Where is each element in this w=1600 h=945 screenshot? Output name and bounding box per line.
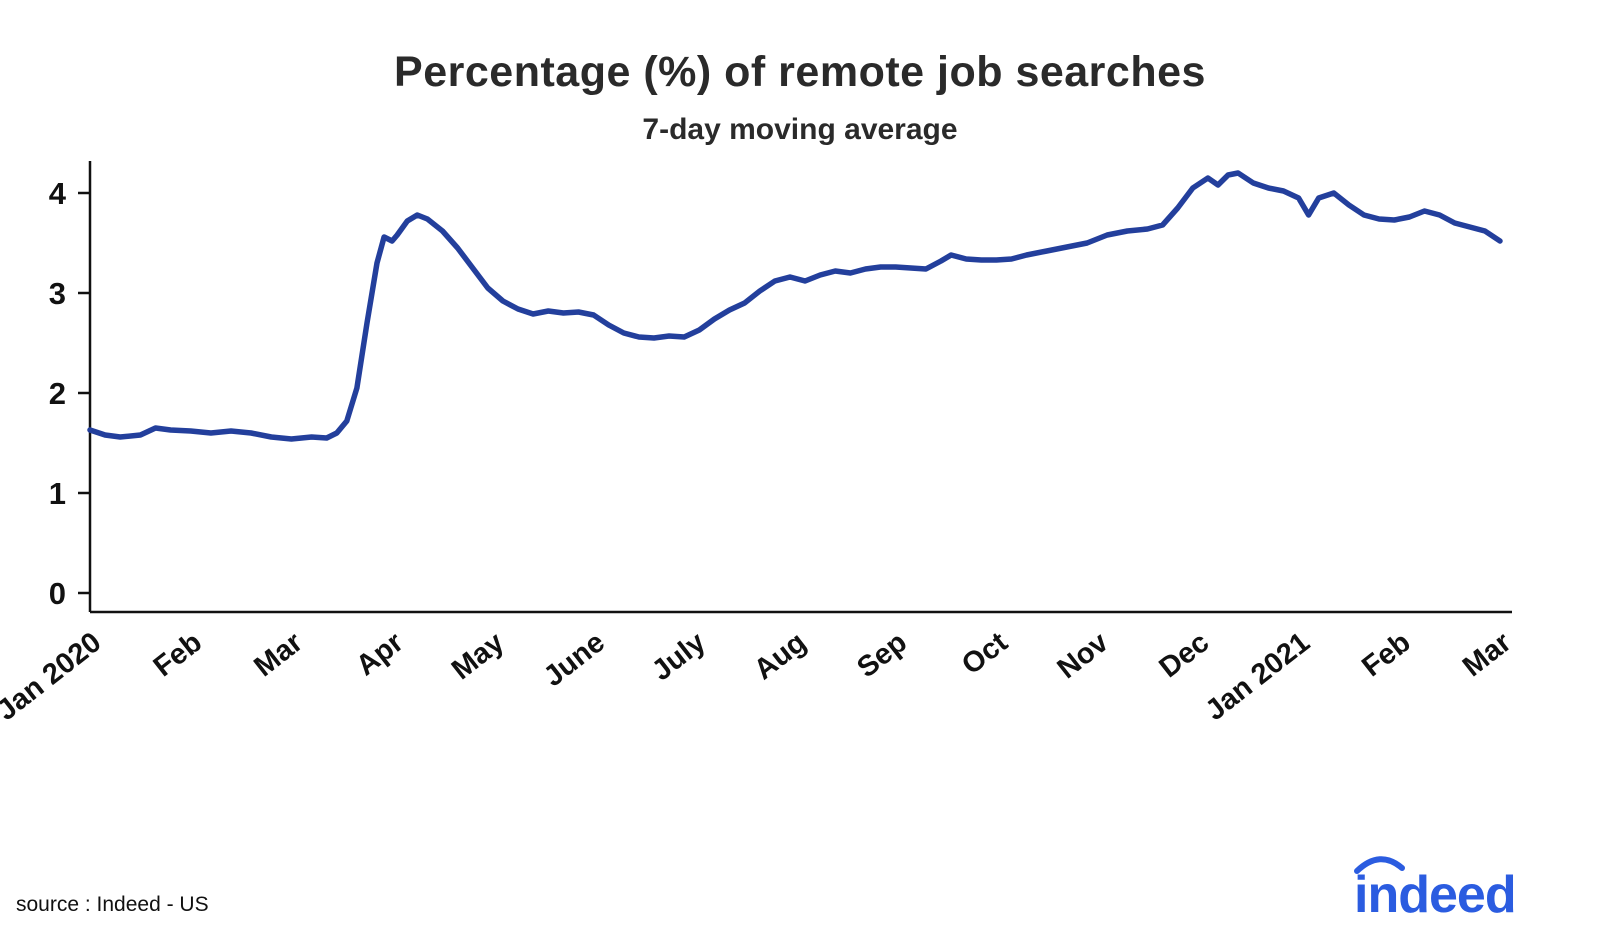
x-tick-label: Sep [851, 626, 913, 684]
page-subtitle: 7-day moving average [642, 113, 958, 146]
indeed-logo-text: indeed [1354, 866, 1516, 922]
chart-area: 0 1 2 3 4 Jan 2020 Feb Mar Apr May June July Aug Sep O… [0, 149, 1600, 764]
chart-header: Percentage (%) of remote job searches 7-… [0, 0, 1600, 147]
x-tick-label: June [538, 626, 611, 693]
x-tick-label: May [446, 626, 510, 686]
y-tick-label: 1 [49, 476, 66, 511]
source-note: source : Indeed - US [16, 893, 209, 916]
y-tick-label: 3 [49, 276, 66, 311]
indeed-logo: indeed [1350, 856, 1562, 927]
page-title: Percentage (%) of remote job searches [394, 48, 1206, 96]
x-tick-label: Nov [1052, 626, 1115, 685]
x-tick-label: Jan 2021 [1200, 626, 1316, 727]
x-tick-label: Apr [350, 626, 409, 682]
x-tick-label: Aug [748, 626, 812, 686]
x-tick-label: July [646, 626, 711, 687]
indeed-logo-graphic: indeed [1354, 856, 1517, 924]
x-tick-label: Mar [1457, 626, 1517, 683]
data-line [87, 170, 1503, 442]
y-tick-label: 4 [49, 176, 67, 211]
x-tick-label: Jan 2020 [0, 626, 107, 727]
y-tick-label: 0 [49, 576, 66, 611]
indeed-swoosh-icon [1354, 856, 1405, 874]
x-tick-label: Oct [956, 626, 1014, 681]
x-tick-label: Mar [248, 626, 308, 683]
x-tick-label: Feb [1356, 626, 1416, 683]
y-tick-label: 2 [49, 376, 66, 411]
x-tick-label: Dec [1154, 626, 1216, 684]
x-tick-label: Feb [148, 626, 208, 683]
line-chart: 0 1 2 3 4 Jan 2020 Feb Mar Apr May June July Aug Sep O… [0, 161, 1517, 727]
